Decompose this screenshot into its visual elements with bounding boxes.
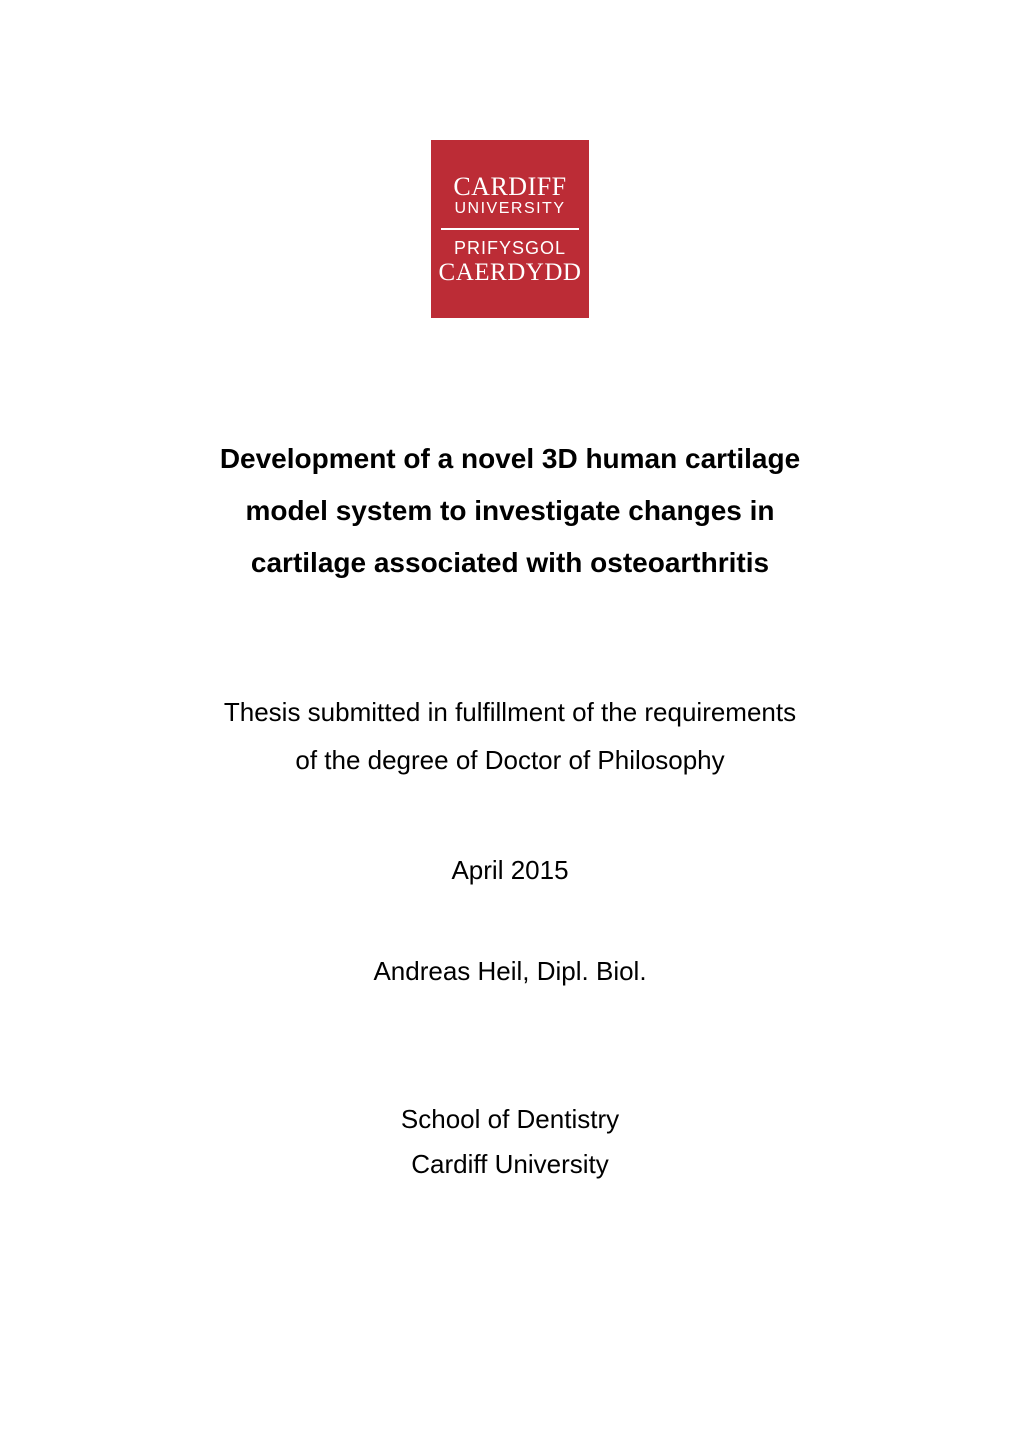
title-line-1: Development of a novel 3D human cartilag… <box>130 433 890 485</box>
logo-divider-line <box>441 228 579 230</box>
logo-prifysgol-text: PRIFYSGOL <box>439 238 582 259</box>
title-line-3: cartilage associated with osteoarthritis <box>130 537 890 589</box>
logo-container: CARDIFF UNIVERSITY PRIFYSGOL CAERDYDD <box>130 140 890 318</box>
affiliation: School of Dentistry Cardiff University <box>130 1097 890 1188</box>
affiliation-school: School of Dentistry <box>130 1097 890 1143</box>
subtitle-line-2: of the degree of Doctor of Philosophy <box>130 736 890 784</box>
thesis-title-page: CARDIFF UNIVERSITY PRIFYSGOL CAERDYDD De… <box>0 0 1020 1442</box>
logo-caerdydd-text: CAERDYDD <box>439 259 582 287</box>
thesis-title: Development of a novel 3D human cartilag… <box>130 433 890 588</box>
title-line-2: model system to investigate changes in <box>130 485 890 537</box>
submission-date: April 2015 <box>130 855 890 886</box>
subtitle-line-1: Thesis submitted in fulfillment of the r… <box>130 688 890 736</box>
logo-university-text: UNIVERSITY <box>453 200 566 218</box>
thesis-subtitle: Thesis submitted in fulfillment of the r… <box>130 688 890 784</box>
author-name: Andreas Heil, Dipl. Biol. <box>130 956 890 987</box>
cardiff-university-logo: CARDIFF UNIVERSITY PRIFYSGOL CAERDYDD <box>431 140 589 318</box>
affiliation-university: Cardiff University <box>130 1142 890 1188</box>
logo-cardiff-text: CARDIFF <box>453 172 566 202</box>
logo-english-block: CARDIFF UNIVERSITY <box>453 172 566 218</box>
logo-welsh-block: PRIFYSGOL CAERDYDD <box>439 238 582 287</box>
